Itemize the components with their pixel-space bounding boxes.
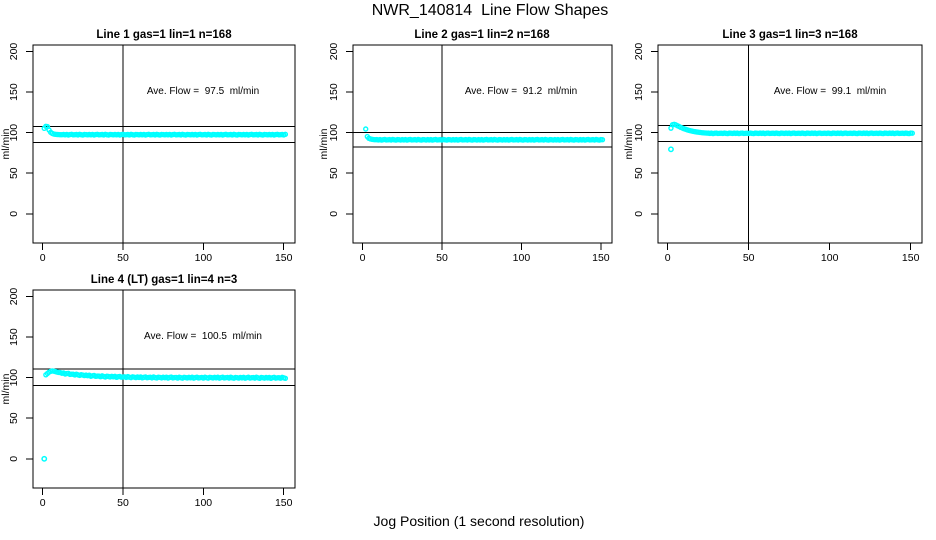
ave-flow-annotation-line-1: Ave. Flow = 97.5 ml/min xyxy=(146,86,260,97)
plot-box xyxy=(657,44,923,244)
plot-box xyxy=(352,44,613,244)
data-points xyxy=(363,126,606,143)
panel-title-line-1: Line 1 gas=1 lin=1 n=168 xyxy=(96,29,232,41)
panel-title-line-2: Line 2 gas=1 lin=2 n=168 xyxy=(414,29,550,41)
ave-flow-annotation-line-4: Ave. Flow = 100.5 ml/min xyxy=(144,331,262,342)
x-tick-label: 50 xyxy=(117,252,129,264)
y-tick-label: 100 xyxy=(633,124,645,142)
outlier-point xyxy=(668,146,674,153)
y-tick-label: 50 xyxy=(633,167,645,179)
panel-2: 0 50 100 150 0 50 100 150 200 xyxy=(328,43,613,264)
y-axis-label-line-3: ml/min xyxy=(623,128,635,160)
x-tick-label: 100 xyxy=(195,497,213,509)
x-tick-label: 150 xyxy=(592,252,610,264)
y-tick-label: 50 xyxy=(328,167,340,179)
figure-title: NWR_140814 Line Flow Shapes xyxy=(371,2,609,19)
x-tick-label: 50 xyxy=(117,497,129,509)
ave-flow-annotation-line-3: Ave. Flow = 99.1 ml/min xyxy=(773,86,887,97)
y-axis-label-line-1: ml/min xyxy=(0,128,12,160)
x-tick-label: 150 xyxy=(275,497,293,509)
panel-4: 0 50 100 150 0 50 100 150 200 xyxy=(8,288,296,509)
x-tick-label: 0 xyxy=(665,252,671,264)
data-points xyxy=(41,123,289,138)
plot-box xyxy=(32,44,296,244)
x-tick-label: 150 xyxy=(902,252,920,264)
y-tick-label: 0 xyxy=(8,456,20,462)
y-tick-label: 100 xyxy=(328,124,340,142)
y-tick-label: 200 xyxy=(633,43,645,61)
y-tick-label: 200 xyxy=(8,288,20,306)
x-tick-label: 50 xyxy=(743,252,755,264)
plot-box xyxy=(32,289,296,489)
x-tick-label: 50 xyxy=(436,252,448,264)
y-tick-label: 100 xyxy=(8,369,20,387)
y-tick-label: 0 xyxy=(328,211,340,217)
data-points xyxy=(41,368,289,462)
y-tick-label: 50 xyxy=(8,167,20,179)
y-tick-label: 150 xyxy=(328,83,340,101)
data-point xyxy=(599,136,606,143)
x-tick-label: 100 xyxy=(195,252,213,264)
data-point xyxy=(282,131,289,138)
x-tick-label: 100 xyxy=(821,252,839,264)
panel-3: 0 50 100 150 0 50 100 150 200 xyxy=(633,43,923,264)
data-points xyxy=(668,121,915,153)
y-axis-label-line-4: ml/min xyxy=(0,373,12,405)
y-tick-label: 200 xyxy=(8,43,20,61)
outlier-point xyxy=(41,455,48,462)
panel-1: 0 50 100 150 0 50 100 150 200 xyxy=(8,43,296,264)
y-tick-label: 0 xyxy=(8,211,20,217)
y-tick-label: 50 xyxy=(8,412,20,424)
y-axis-label-line-2: ml/min xyxy=(318,128,330,160)
x-tick-label: 0 xyxy=(40,252,46,264)
x-tick-label: 150 xyxy=(275,252,293,264)
x-tick-label: 0 xyxy=(40,497,46,509)
data-point xyxy=(363,126,369,132)
y-tick-label: 100 xyxy=(8,124,20,142)
y-tick-label: 200 xyxy=(328,43,340,61)
y-tick-label: 150 xyxy=(8,328,20,346)
x-tick-label: 0 xyxy=(360,252,366,264)
y-tick-label: 0 xyxy=(633,211,645,217)
x-tick-label: 100 xyxy=(513,252,531,264)
y-tick-label: 150 xyxy=(633,83,645,101)
panel-title-line-4: Line 4 (LT) gas=1 lin=4 n=3 xyxy=(90,274,238,286)
ave-flow-annotation-line-2: Ave. Flow = 91.2 ml/min xyxy=(464,86,578,97)
x-axis-label: Jog Position (1 second resolution) xyxy=(373,513,585,529)
y-tick-label: 150 xyxy=(8,83,20,101)
data-point xyxy=(909,130,915,136)
panel-title-line-3: Line 3 gas=1 lin=3 n=168 xyxy=(722,29,858,41)
data-point xyxy=(282,375,289,381)
